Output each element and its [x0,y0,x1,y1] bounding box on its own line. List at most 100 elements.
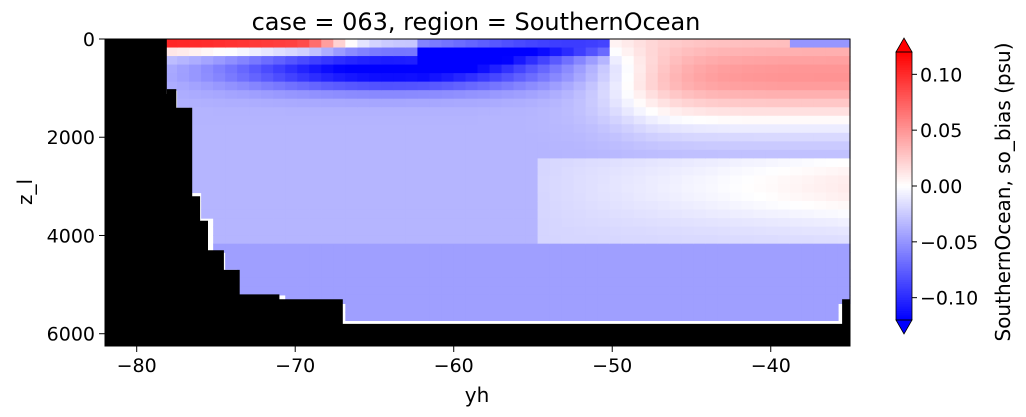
heatmap-cell [549,243,563,253]
heatmap-cell [705,64,719,74]
heatmap-cell [765,107,779,117]
heatmap-cell [285,166,298,177]
heatmap-cell [777,124,791,134]
heatmap-cell [789,158,803,168]
heatmap-cell [765,260,779,270]
heatmap-cell [309,286,322,296]
heatmap-cell [729,81,743,91]
heatmap-cell [477,141,491,151]
heatmap-cell [453,39,467,49]
heatmap-cell [729,158,743,168]
heatmap-cell [573,166,587,177]
heatmap-cell [297,218,310,228]
heatmap-cell [573,158,587,168]
heatmap-cell [633,90,647,100]
heatmap-cell [717,39,731,49]
heatmap-cell [201,149,214,159]
heatmap-cell [681,56,695,66]
heatmap-cell [741,183,755,194]
heatmap-cell [633,39,647,49]
heatmap-cell [405,132,419,142]
heatmap-cell [753,166,767,177]
heatmap-cell [813,124,827,134]
heatmap-cell [729,149,743,159]
heatmap-cell [417,90,431,100]
heatmap-cell [645,201,659,211]
y-axis-label: z_l [13,179,37,205]
heatmap-cell [705,81,719,91]
heatmap-cell [825,192,839,202]
heatmap-cell [513,81,527,91]
heatmap-cell [717,277,731,287]
heatmap-cell [825,47,839,57]
heatmap-cell [633,260,647,270]
heatmap-cell [789,175,803,185]
heatmap-cell [177,81,190,91]
heatmap-cell [765,192,779,202]
heatmap-cell [645,132,659,142]
colorbar-segment [896,94,912,98]
heatmap-cell [609,141,623,151]
heatmap-cell [693,56,707,66]
heatmap-cell [405,149,419,159]
colorbar-segment [896,154,912,158]
heatmap-cell [345,124,358,134]
heatmap-cell [381,286,394,296]
heatmap-cell [429,226,443,236]
heatmap-cell [609,294,623,304]
heatmap-cell [381,235,394,245]
heatmap-cell [357,235,370,245]
heatmap-cell [297,166,310,177]
heatmap-cell [261,192,274,202]
heatmap-cell [573,39,587,49]
heatmap-cell [717,124,731,134]
heatmap-cell [285,141,298,151]
heatmap-cell [729,235,743,245]
heatmap-cell [693,218,707,228]
heatmap-cell [417,311,431,322]
heatmap-cell [549,311,563,322]
heatmap-cell [453,260,467,270]
heatmap-cell [669,81,683,91]
heatmap-cell [777,218,791,228]
heatmap-cell [681,218,695,228]
heatmap-cell [609,252,623,262]
heatmap-cell [645,175,659,185]
heatmap-cell [573,218,587,228]
heatmap-cell [381,141,394,151]
heatmap-cell [561,56,575,66]
heatmap-cell [729,124,743,134]
heatmap-cell [261,98,274,108]
heatmap-cell [381,209,394,219]
heatmap-cell [825,201,839,211]
heatmap-cell [237,235,250,245]
heatmap-cell [501,218,515,228]
colorbar-segment [896,177,912,180]
heatmap-cell [213,175,226,185]
heatmap-cell [189,47,202,57]
heatmap-cell [465,132,479,142]
heatmap-cell [741,260,755,270]
heatmap-cell [825,183,839,194]
heatmap-cell [825,107,839,117]
heatmap-cell [309,252,322,262]
heatmap-cell [477,252,491,262]
heatmap-cell [573,47,587,57]
heatmap-cell [753,107,767,117]
heatmap-cell [417,115,431,125]
heatmap-cell [681,64,695,74]
heatmap-cell [813,115,827,125]
heatmap-cell [393,218,407,228]
heatmap-cell [213,132,226,142]
heatmap-cell [693,192,707,202]
heatmap-cell [537,183,551,194]
heatmap-cell [429,56,443,66]
heatmap-cell [261,107,274,117]
heatmap-cell [705,158,719,168]
heatmap-cell [429,81,443,91]
heatmap-cell [213,115,226,125]
heatmap-cell [501,252,515,262]
heatmap-cell [225,64,238,74]
heatmap-cell [537,235,551,245]
